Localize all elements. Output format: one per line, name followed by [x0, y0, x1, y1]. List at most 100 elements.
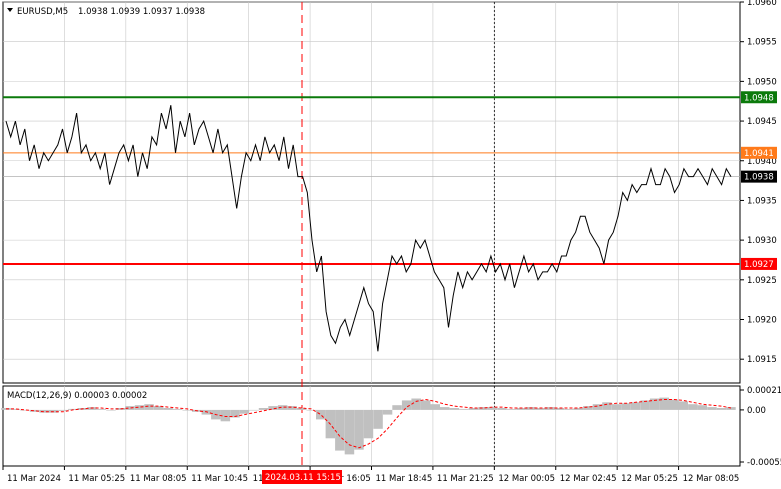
macd-bar — [249, 409, 259, 411]
macd-bar — [535, 408, 545, 410]
macd-bar — [497, 408, 507, 410]
red-level-label: 1.0927 — [744, 260, 774, 270]
price-tick-label: 1.0960 — [747, 0, 777, 8]
macd-bar — [630, 402, 641, 410]
macd-bar — [115, 408, 126, 410]
current-level-tag — [741, 170, 777, 183]
macd-bar — [134, 405, 145, 410]
macd-bar — [144, 404, 154, 410]
green-level-label: 1.0948 — [744, 93, 774, 103]
time-tick-label: 12 Mar 02:45 — [560, 474, 617, 484]
time-tick-label: 11 Mar 08:05 — [130, 474, 187, 484]
macd-bar — [564, 408, 574, 410]
macd-bar — [583, 406, 593, 410]
price-tick-label: 1.0915 — [747, 355, 777, 365]
macd-bar — [459, 408, 469, 410]
macd-bar — [58, 409, 68, 411]
orange-level-tag — [741, 146, 777, 159]
macd-bar — [258, 408, 269, 410]
green-level-tag — [741, 91, 777, 104]
macd-bar — [306, 409, 316, 411]
time-axis: 11 Mar 2024 11 Mar 05:25 11 Mar 08:05 11 Ma… — [2, 466, 740, 484]
macd-bar — [106, 409, 116, 411]
price-tick-label: 1.0930 — [747, 236, 777, 246]
macd-bar — [716, 408, 727, 410]
macd-bar — [316, 409, 326, 420]
macd-bar — [96, 408, 107, 410]
macd-label: MACD(12,26,9) 0.00003 0.00002 — [7, 391, 147, 401]
macd-bar — [678, 401, 688, 410]
macd-bar — [239, 409, 250, 414]
macd-tick-label: 0.00 — [747, 406, 766, 416]
macd-bar — [230, 409, 240, 418]
time-tick-label: 11 Mar 18:45 — [376, 474, 433, 484]
macd-bar — [649, 398, 660, 410]
ohlc-label: 1.0938 1.0939 1.0937 1.0938 — [78, 7, 205, 17]
macd-tick-label: 0.00021 — [747, 386, 781, 396]
macd-bar — [554, 408, 564, 410]
macd-bar — [363, 409, 374, 439]
macd-bar — [10, 408, 21, 410]
macd-bar — [373, 409, 383, 429]
macd-bar — [287, 406, 297, 410]
macd-bar — [1, 408, 11, 410]
macd-bar — [401, 400, 412, 410]
macd-bar — [697, 405, 708, 410]
macd-bar — [611, 404, 622, 410]
orange-level-label: 1.0941 — [744, 149, 774, 159]
macd-tick-label: -0.00055 — [747, 458, 781, 468]
macd-bar — [621, 403, 631, 410]
macd-bar — [592, 404, 603, 410]
macd-bar — [20, 409, 30, 411]
price-tick-label: 1.0950 — [747, 77, 777, 87]
macd-bar — [344, 409, 355, 455]
macd-bar — [29, 409, 40, 412]
macd-bar — [411, 398, 421, 410]
price-series — [5, 105, 732, 352]
macd-bar — [602, 402, 612, 410]
time-tick-label: 11 Mar 10:45 — [191, 474, 248, 484]
macd-bar — [449, 408, 460, 410]
time-tick-label: 11 Mar 05:25 — [68, 474, 125, 484]
macd-bar — [125, 406, 135, 410]
macd-bar — [440, 407, 450, 410]
macd-bar — [297, 408, 307, 410]
time-tick-label: 11 Mar 21:25 — [437, 474, 494, 484]
time-marker-label: 2024.03.11 15:15 — [265, 473, 341, 483]
price-tick-label: 1.0925 — [747, 276, 777, 286]
symbol-label: EURUSD,M5 — [17, 7, 68, 17]
macd-bar — [68, 408, 78, 410]
price-tick-label: 1.0935 — [747, 196, 777, 206]
grid-lines — [3, 1, 740, 466]
current-level-label: 1.0938 — [744, 173, 774, 183]
macd-bar — [382, 409, 393, 415]
price-line — [5, 105, 732, 352]
chart-header: EURUSD,M5 1.0938 1.0939 1.0937 1.0938 — [7, 7, 205, 17]
macd-bar — [277, 405, 288, 410]
time-tick-label: 12 Mar 05:25 — [621, 474, 678, 484]
macd-bar — [430, 404, 440, 410]
price-tick-label: 1.0955 — [747, 38, 777, 48]
macd-bar — [688, 404, 698, 410]
macd-signal-line — [6, 398, 732, 449]
macd-bar — [392, 405, 402, 410]
time-tick-label: 12 Mar 08:05 — [683, 474, 740, 484]
macd-bar — [335, 409, 345, 451]
red-level-tag — [741, 257, 777, 270]
level-lines — [3, 2, 740, 466]
macd-bar — [487, 407, 498, 410]
time-marker-tag — [262, 470, 342, 484]
triangle-down-icon[interactable] — [7, 8, 13, 12]
macd-bar — [172, 408, 183, 410]
macd-bar — [268, 406, 278, 410]
macd-bar — [640, 400, 650, 410]
macd-bar — [153, 406, 164, 410]
macd-bar — [468, 408, 479, 410]
price-tick-label: 1.0945 — [747, 117, 777, 127]
macd-bar — [669, 399, 679, 410]
time-tick-label: 11 Mar 2024 — [7, 474, 61, 484]
macd-bar — [182, 409, 192, 411]
time-tick-label: 12 Mar 00:05 — [498, 474, 555, 484]
macd-bar — [39, 409, 49, 413]
